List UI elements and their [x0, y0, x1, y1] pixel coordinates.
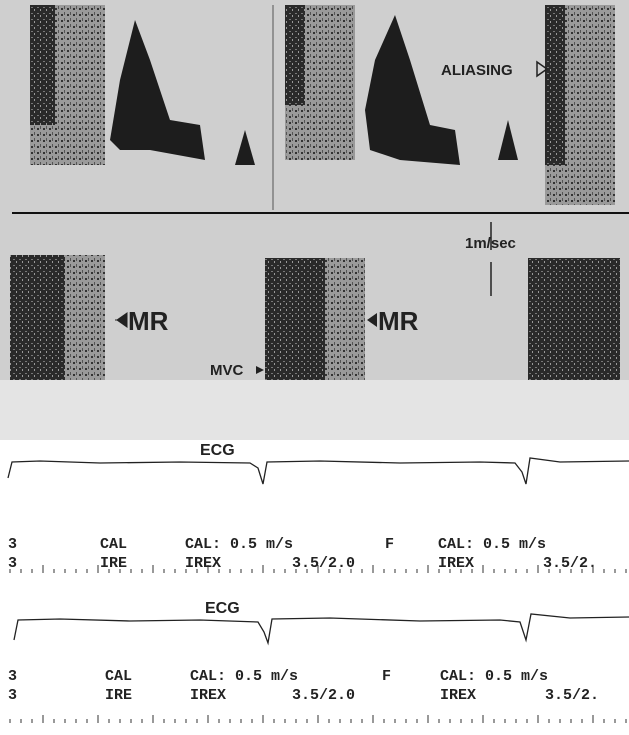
ecg-trace	[14, 614, 629, 643]
doppler-panel	[0, 0, 629, 440]
printout-text: CAL: 0.5 m/s	[440, 668, 548, 685]
printout-text: CAL: 0.5 m/s	[190, 668, 298, 685]
printout-text: 3.5/2.	[543, 555, 597, 572]
strips: ECG 3 CAL CAL: 0.5 m/s F CAL: 0.5 m/s 3 IRE IREX…	[8, 442, 626, 723]
printout-text: IRE	[100, 555, 127, 572]
printout-text: 3	[8, 536, 17, 553]
printout-text: 3.5/2.0	[292, 687, 355, 704]
ecg-trace	[8, 458, 629, 484]
printout-text: CAL: 0.5 m/s	[438, 536, 546, 553]
printout-text: 3.5/2.	[545, 687, 599, 704]
printout-text: 3	[8, 687, 17, 704]
printout-text: IREX	[438, 555, 474, 572]
printout-text: IREX	[185, 555, 221, 572]
printout-text: IRE	[105, 687, 132, 704]
figure: ALIASING 1m/sec MR MR MVC ECG 3 CAL CAL: 0.…	[0, 0, 629, 735]
ecg-label: ECG	[205, 600, 240, 617]
printout-text: CAL	[100, 536, 127, 553]
printout-text: CAL: 0.5 m/s	[185, 536, 293, 553]
annotation: ALIASING	[441, 62, 513, 79]
printout-text: 3.5/2.0	[292, 555, 355, 572]
annotation: 1m/sec	[465, 235, 516, 252]
printout-text: IREX	[190, 687, 226, 704]
printout-text: IREX	[440, 687, 476, 704]
annotation: MR	[378, 306, 419, 336]
printout-text: CAL	[105, 668, 132, 685]
annotation: MVC	[210, 362, 244, 379]
printout-text: F	[385, 536, 394, 553]
annotation: MR	[128, 306, 169, 336]
printout-text: 3	[8, 555, 17, 572]
printout-text: 3	[8, 668, 17, 685]
ecg-label: ECG	[200, 442, 235, 459]
printout-text: F	[382, 668, 391, 685]
